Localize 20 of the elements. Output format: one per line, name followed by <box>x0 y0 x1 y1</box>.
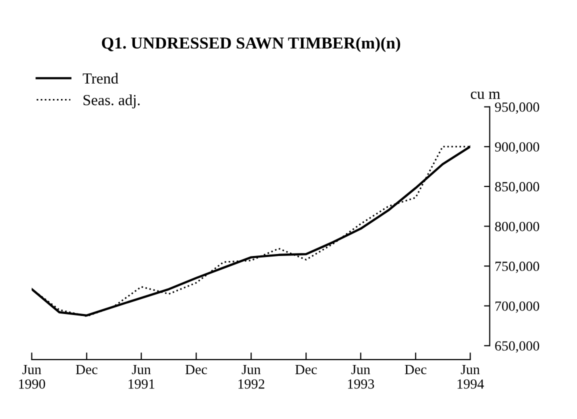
y-tick-label: 750,000 <box>495 262 540 274</box>
x-tick-label: Dec <box>295 364 317 374</box>
x-tick-label: Dec <box>76 364 98 374</box>
x-tick-label: Jun 1993 <box>348 364 374 389</box>
x-tick-label: Jun 1990 <box>19 364 46 389</box>
x-tick-label: Dec <box>404 364 426 374</box>
y-tick-label: 700,000 <box>495 301 540 313</box>
chart-title: Q1. UNDRESSED SAWN TIMBER(m)(n) <box>102 36 400 52</box>
legend-label: Seas. adj. <box>84 94 140 108</box>
x-tick-label: Jun 1994 <box>458 364 484 389</box>
y-tick-label: 900,000 <box>495 142 540 154</box>
y-axis-title: cu m <box>470 92 500 99</box>
legend-label: Trend <box>82 72 118 84</box>
y-tick-label: 800,000 <box>495 222 540 234</box>
x-tick-label: Jun 1992 <box>238 364 264 389</box>
y-tick-label: 950,000 <box>495 102 540 114</box>
x-tick-label: Jun 1991 <box>128 364 154 389</box>
y-tick-label: 850,000 <box>495 182 540 194</box>
y-tick-label: 650,000 <box>495 341 540 353</box>
x-tick-label: Dec <box>185 364 207 374</box>
